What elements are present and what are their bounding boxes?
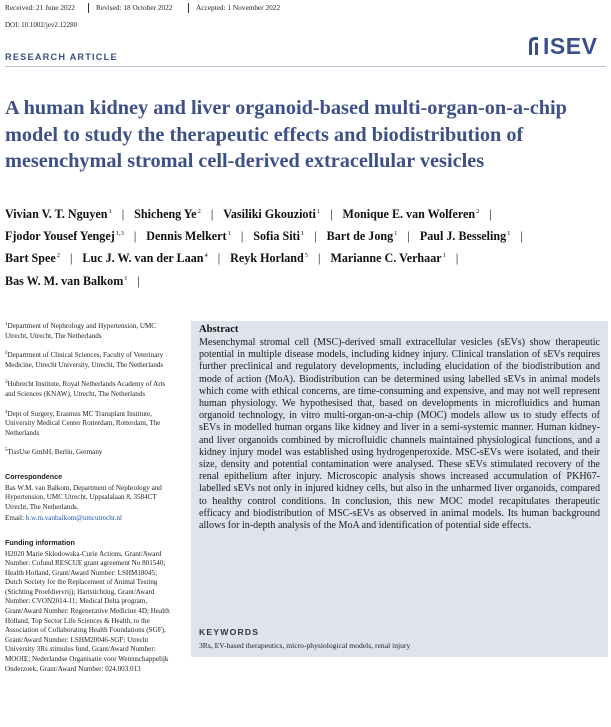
accepted-date: Accepted: 1 November 2022 bbox=[196, 3, 281, 12]
keywords-heading: KEYWORDS bbox=[199, 627, 260, 637]
author-row: Vivian V. T. Nguyen1 | Shicheng Ye2 | Vasili… bbox=[5, 201, 609, 223]
affiliation-item: 3Hubrecht Institute, Royal Netherlands A… bbox=[5, 378, 175, 399]
author-separator: | bbox=[314, 229, 317, 244]
author-affiliation-marker: 1,3 bbox=[115, 230, 124, 238]
author-name[interactable]: Reyk Horland bbox=[230, 251, 304, 266]
author-affiliation-marker: 2 bbox=[197, 208, 201, 215]
author-name[interactable]: Bas W. M. van Balkom bbox=[5, 273, 124, 288]
keywords-list: 3Rs, EV-based therapeutics, micro-physio… bbox=[199, 641, 411, 650]
author-row: Bas W. M. van Balkom1 | bbox=[5, 268, 609, 290]
author-separator: | bbox=[489, 207, 492, 221]
affiliation-number: 4 bbox=[5, 409, 8, 415]
affiliation-number: 5 bbox=[5, 448, 8, 454]
affiliation-text: Hubrecht Institute, Royal Netherlands Ac… bbox=[5, 380, 166, 398]
author-name[interactable]: Monique E. van Wolferen bbox=[342, 207, 476, 221]
author-affiliation-marker: 1 bbox=[316, 208, 321, 215]
author-affiliation-marker: 2 bbox=[476, 208, 480, 215]
author-name[interactable]: Shicheng Ye bbox=[134, 207, 197, 221]
author-separator: | bbox=[133, 229, 137, 244]
abstract-heading: Abstract bbox=[199, 324, 239, 335]
revised-date: Revised: 18 October 2022 bbox=[96, 3, 173, 12]
divider bbox=[188, 3, 189, 13]
author-name[interactable]: Paul J. Besseling bbox=[419, 229, 507, 244]
author-row: Bart Spee2 | Luc J. W. van der Laan4 | Reyk … bbox=[5, 245, 609, 267]
affiliation-text: Department of Clinical Sciences, Faculty… bbox=[5, 351, 164, 369]
author-separator: | bbox=[69, 251, 73, 266]
abstract-text: Mesenchymal stromal cell (MSC)-derived s… bbox=[199, 337, 600, 532]
author-separator: | bbox=[520, 229, 523, 244]
author-separator: | bbox=[455, 251, 459, 266]
divider bbox=[88, 3, 89, 13]
affiliation-text: Dept of Surgery, Erasmus MC Transplant I… bbox=[5, 409, 161, 437]
doi[interactable]: DOI: 10.1002/jev2.12280 bbox=[5, 21, 78, 29]
journal-logo[interactable]: ISEV bbox=[526, 33, 611, 59]
article-type: RESEARCH ARTICLE bbox=[5, 52, 118, 62]
header-rule bbox=[5, 66, 606, 67]
author-name[interactable]: Vasiliki Gkouzioti bbox=[223, 207, 316, 221]
abstract-box: Abstract Mesenchymal stromal cell (MSC)-… bbox=[191, 321, 608, 657]
email-label: Email: bbox=[5, 514, 24, 523]
author-name[interactable]: Dennis Melkert bbox=[146, 229, 227, 244]
correspondence-email: Email: b.w.m.vanbalkom@umcutrecht.nl bbox=[5, 514, 175, 524]
affiliation-item: 5TissUse GmbH, Berlin, Germany bbox=[5, 446, 175, 458]
author-name[interactable]: Bart de Jong bbox=[326, 229, 394, 244]
author-affiliation-marker: 1 bbox=[124, 274, 128, 282]
affiliation-number: 2 bbox=[5, 351, 8, 357]
author-list: Vivian V. T. Nguyen1 | Shicheng Ye2 | Vasili… bbox=[5, 201, 609, 290]
author-affiliation-marker: 5 bbox=[304, 252, 309, 260]
author-separator: | bbox=[318, 251, 321, 266]
author-name[interactable]: Vivian V. T. Nguyen bbox=[5, 207, 108, 221]
author-affiliation-marker: 1 bbox=[108, 208, 112, 215]
affiliation-number: 3 bbox=[5, 380, 8, 386]
article-title: A human kidney and liver organoid-based … bbox=[5, 97, 567, 172]
author-row: Fjodor Yousef Yengej1,3 | Dennis Melkert1 |… bbox=[5, 223, 609, 245]
author-name[interactable]: Sofia Siti bbox=[253, 229, 300, 244]
author-affiliation-marker: 1 bbox=[507, 230, 511, 238]
affiliation-number: 1 bbox=[5, 322, 8, 327]
author-affiliation-marker: 1 bbox=[394, 230, 398, 238]
funding-heading: Funding information bbox=[5, 537, 75, 547]
email-link[interactable]: b.w.m.vanbalkom@umcutrecht.nl bbox=[25, 514, 123, 523]
author-separator: | bbox=[330, 207, 333, 221]
correspondence-text: Bas W.M. van Balkom, Department of Nephr… bbox=[5, 483, 162, 511]
funding-text: H2020 Marie Sklodowska-Curie Actions, Gr… bbox=[5, 549, 170, 673]
correspondence-heading: Correspondence bbox=[5, 471, 63, 481]
author-name[interactable]: Bart Spee bbox=[5, 251, 56, 266]
author-separator: | bbox=[210, 207, 214, 221]
author-affiliation-marker: 1 bbox=[227, 230, 231, 238]
logo-text: ISEV bbox=[543, 33, 598, 59]
author-separator: | bbox=[121, 207, 125, 221]
affiliation-item: 1Department of Nephrology and Hypertensi… bbox=[5, 320, 175, 341]
author-separator: | bbox=[137, 273, 140, 288]
author-affiliation-marker: 1 bbox=[442, 252, 446, 260]
affiliation-text: TissUse GmbH, Berlin, Germany bbox=[7, 448, 103, 457]
author-separator: | bbox=[407, 229, 410, 244]
author-affiliation-marker: 4 bbox=[204, 252, 208, 260]
article-history-bar: Received: 21 June 2022 Revised: 18 Octob… bbox=[0, 0, 611, 16]
author-affiliation-marker: 2 bbox=[56, 252, 60, 260]
author-name[interactable]: Marianne C. Verhaar bbox=[330, 251, 442, 266]
author-separator: | bbox=[240, 229, 244, 244]
affiliation-text: Department of Nephrology and Hypertensio… bbox=[5, 322, 157, 340]
author-name[interactable]: Fjodor Yousef Yengej bbox=[5, 229, 115, 244]
author-name[interactable]: Luc J. W. van der Laan bbox=[82, 251, 204, 266]
received-date: Received: 21 June 2022 bbox=[5, 3, 75, 12]
affiliation-item: 2Department of Clinical Sciences, Facult… bbox=[5, 349, 175, 370]
author-separator: | bbox=[217, 251, 221, 266]
left-column: 1Department of Nephrology and Hypertensi… bbox=[5, 320, 175, 674]
isev-emblem-icon bbox=[529, 37, 538, 55]
affiliations: 1Department of Nephrology and Hypertensi… bbox=[5, 320, 175, 458]
affiliation-item: 4Dept of Surgery, Erasmus MC Transplant … bbox=[5, 408, 175, 439]
author-affiliation-marker: 1 bbox=[300, 230, 305, 238]
